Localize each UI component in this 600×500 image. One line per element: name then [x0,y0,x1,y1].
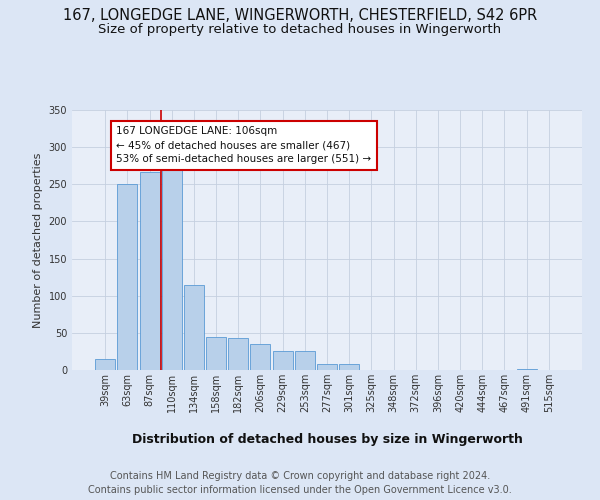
Bar [272,352,293,370]
Bar [95,359,115,370]
Bar [228,338,248,370]
Bar [250,344,271,370]
Bar [162,170,182,370]
Text: 167 LONGEDGE LANE: 106sqm
← 45% of detached houses are smaller (467)
53% of semi: 167 LONGEDGE LANE: 106sqm ← 45% of detac… [116,126,371,164]
Bar [184,284,204,370]
Text: Distribution of detached houses by size in Wingerworth: Distribution of detached houses by size … [131,432,523,446]
Text: Contains HM Land Registry data © Crown copyright and database right 2024.
Contai: Contains HM Land Registry data © Crown c… [88,471,512,495]
Bar [317,364,337,370]
Bar [118,184,137,370]
Bar [206,336,226,370]
Bar [140,172,160,370]
Bar [517,368,536,370]
Text: 167, LONGEDGE LANE, WINGERWORTH, CHESTERFIELD, S42 6PR: 167, LONGEDGE LANE, WINGERWORTH, CHESTER… [63,8,537,22]
Y-axis label: Number of detached properties: Number of detached properties [33,152,43,328]
Bar [339,364,359,370]
Text: Size of property relative to detached houses in Wingerworth: Size of property relative to detached ho… [98,22,502,36]
Bar [295,352,315,370]
